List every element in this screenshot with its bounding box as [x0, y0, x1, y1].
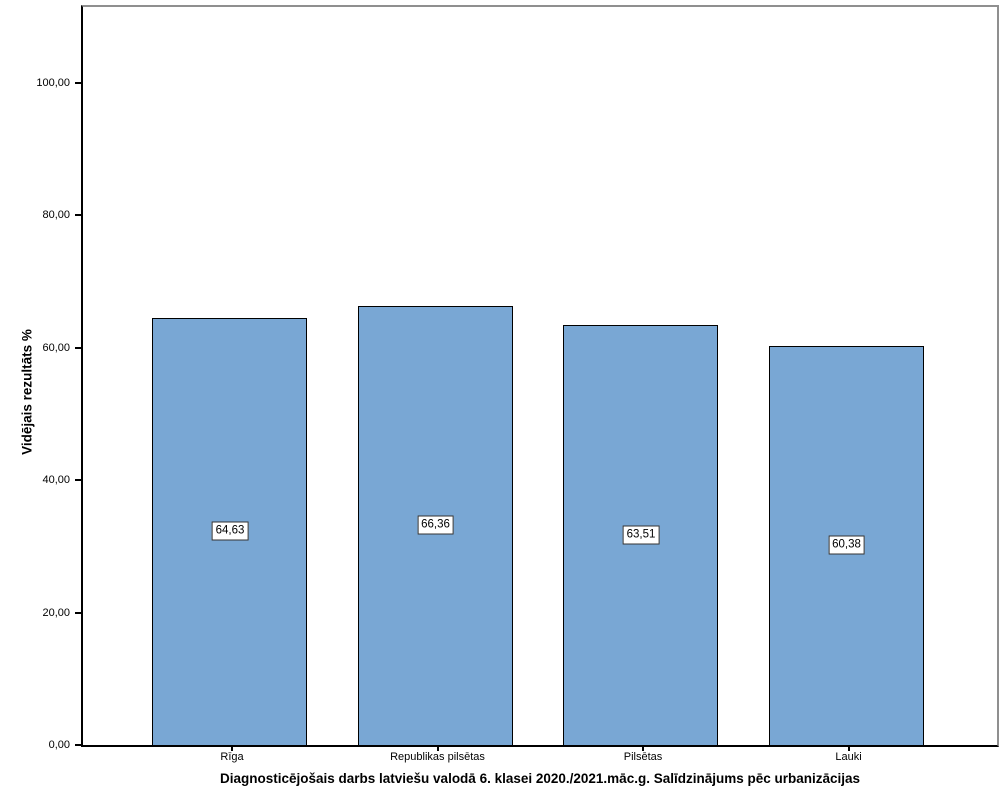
- x-axis-category-label: Pilsētas: [623, 751, 663, 763]
- bar-value-label: 60,38: [828, 535, 865, 555]
- y-axis-tick-label: 100,00: [36, 77, 70, 90]
- bar-value-label: 66,36: [417, 515, 454, 535]
- bar-value-label: 63,51: [622, 525, 660, 545]
- chart-title: Diagnosticējošais darbs latviešu valodā …: [219, 771, 861, 786]
- x-axis-category-label: Lauki: [835, 751, 862, 763]
- bar-value-label: 64,63: [211, 521, 249, 541]
- x-axis-category-label: Rīga: [220, 751, 244, 763]
- y-axis-tick-label: 60,00: [42, 341, 70, 354]
- x-axis-category-label: Republikas pilsētas: [390, 751, 485, 763]
- x-axis-tick-mark: [847, 745, 850, 751]
- y-axis-tick-label: 0,00: [48, 739, 70, 751]
- y-axis-tick-mark: [75, 82, 81, 85]
- y-axis-tick-mark: [75, 346, 81, 349]
- x-axis-tick-mark: [642, 745, 644, 751]
- plot-area: 64,63 66,36 63,51 60,38: [81, 5, 999, 747]
- y-axis-tick-mark: [75, 214, 81, 217]
- y-axis-tick-mark: [75, 611, 81, 614]
- x-axis-tick-mark: [436, 745, 439, 751]
- y-axis-tick-label: 20,00: [42, 606, 70, 619]
- y-axis-tick-mark: [75, 744, 81, 746]
- y-axis-tick-mark: [75, 479, 81, 482]
- y-axis-tick-label: 80,00: [42, 209, 70, 222]
- x-axis-tick-mark: [231, 745, 233, 751]
- y-axis-tick-label: 40,00: [42, 474, 70, 487]
